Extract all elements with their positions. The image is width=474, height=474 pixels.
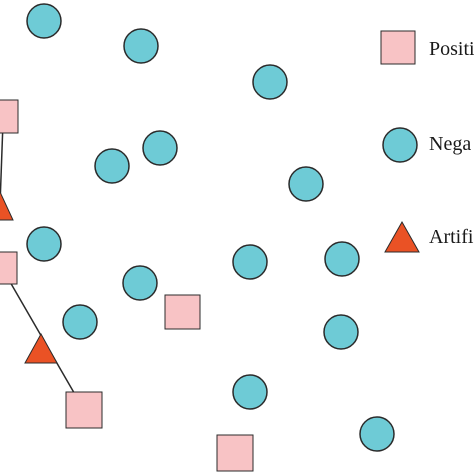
negative-sample — [62, 304, 98, 340]
negative-sample — [324, 241, 360, 277]
artificial-sample — [24, 332, 58, 364]
negative-sample — [323, 314, 359, 350]
legend-circle-icon — [382, 127, 418, 163]
legend: Positi Nega Artifi — [380, 30, 474, 253]
legend-label-negative: Nega — [429, 133, 471, 155]
positive-sample — [0, 251, 18, 285]
legend-square-icon — [380, 30, 416, 65]
negative-sample — [94, 148, 130, 184]
legend-label-positive: Positi — [429, 38, 474, 60]
legend-item-negative: Nega — [382, 127, 471, 163]
connector-line-upper — [0, 121, 4, 206]
positive-sample — [164, 294, 201, 330]
legend-item-artificial: Artifi — [384, 220, 474, 253]
positive-sample — [216, 434, 254, 472]
legend-triangle-icon — [384, 220, 420, 253]
negative-sample — [26, 3, 62, 39]
negative-sample — [26, 226, 62, 262]
negative-sample — [252, 64, 288, 100]
artificial-sample — [0, 190, 14, 221]
negative-sample — [123, 28, 159, 64]
positive-sample — [0, 99, 19, 134]
negative-sample — [122, 265, 158, 301]
negative-sample — [359, 416, 395, 452]
positive-sample — [65, 391, 103, 429]
negative-sample — [232, 374, 268, 410]
negative-sample — [232, 244, 268, 280]
legend-item-positive: Positi — [380, 30, 474, 65]
positive-samples — [0, 99, 254, 472]
artificial-samples — [0, 190, 58, 364]
negative-sample — [288, 166, 324, 202]
negative-sample — [142, 130, 178, 166]
legend-label-artificial: Artifi — [429, 226, 474, 248]
negative-samples — [26, 3, 395, 452]
